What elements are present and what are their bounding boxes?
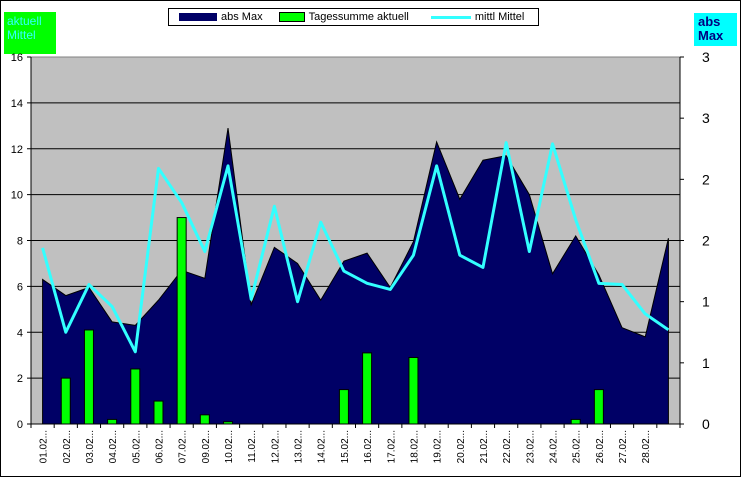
right-axis-tick-label: 2 <box>702 233 710 249</box>
x-axis-tick-label: 07.02... <box>178 430 189 463</box>
bar-tagessumme <box>60 377 71 425</box>
bar-tagessumme <box>176 217 187 425</box>
left-axis-tick-label: 6 <box>17 281 23 293</box>
x-axis-tick-label: 10.02... <box>224 430 235 463</box>
x-axis-tick-label: 19.02... <box>433 430 444 463</box>
x-axis-tick-label: 16.02... <box>363 430 374 463</box>
bar-tagessumme <box>408 356 419 425</box>
legend-item-area: abs Max <box>179 11 263 23</box>
x-axis-tick-label: 06.02... <box>154 430 165 463</box>
x-axis-tick-label: 21.02... <box>479 430 490 463</box>
left-badge: aktuell Mittel <box>4 12 56 54</box>
left-axis-tick-label: 16 <box>11 52 23 64</box>
right-axis-tick-label: 3 <box>702 110 710 126</box>
legend-label-area: abs Max <box>221 11 263 23</box>
bar-tagessumme <box>338 389 349 425</box>
right-axis-tick-label: 3 <box>702 49 710 65</box>
x-axis-tick-label: 15.02... <box>340 430 351 463</box>
x-axis-tick-label: 02.02... <box>62 430 73 463</box>
x-axis-tick-label: 09.02... <box>201 430 212 463</box>
left-axis-tick-label: 14 <box>11 98 23 110</box>
right-axis-tick-label: 0 <box>702 416 710 432</box>
legend-swatch-area <box>179 13 217 21</box>
x-axis-tick-label: 27.02... <box>618 430 629 463</box>
legend-swatch-bar <box>278 12 305 22</box>
x-axis-tick-label: 14.02... <box>317 430 328 463</box>
left-badge-line2: Mittel <box>7 28 36 42</box>
right-axis-tick-label: 1 <box>702 355 710 371</box>
right-axis-tick-label: 2 <box>702 171 710 187</box>
x-axis-tick-label: 26.02... <box>595 430 606 463</box>
right-badge-line1: abs <box>698 14 721 29</box>
x-axis-tick-label: 25.02... <box>572 430 583 463</box>
x-axis-tick-label: 17.02... <box>386 430 397 463</box>
legend: abs Max Tagessumme aktuell mittl Mittel <box>168 8 539 26</box>
legend-label-line: mittl Mittel <box>474 11 525 23</box>
bar-tagessumme <box>153 400 164 425</box>
left-axis-tick-label: 8 <box>17 236 23 248</box>
x-axis-tick-label: 18.02... <box>409 430 420 463</box>
x-axis-tick-label: 12.02... <box>270 430 281 463</box>
x-axis-tick-label: 13.02... <box>294 430 305 463</box>
bar-tagessumme <box>107 418 118 425</box>
bar-tagessumme <box>199 414 210 425</box>
legend-item-bar: Tagessumme aktuell <box>278 11 409 23</box>
bar-tagessumme <box>570 418 581 425</box>
left-axis-tick-label: 12 <box>11 144 23 156</box>
x-axis-tick-label: 03.02... <box>85 430 96 463</box>
right-badge-line2: Max <box>698 28 724 43</box>
x-axis-tick-label: 23.02... <box>525 430 536 463</box>
bar-tagessumme <box>130 368 141 425</box>
x-axis-tick-label: 20.02... <box>456 430 467 463</box>
legend-label-bar: Tagessumme aktuell <box>308 11 409 23</box>
bar-tagessumme <box>83 329 94 425</box>
right-badge: abs Max <box>694 13 737 46</box>
x-axis-tick-label: 22.02... <box>502 430 513 463</box>
x-axis-tick-label: 24.02... <box>549 430 560 463</box>
legend-item-line: mittl Mittel <box>430 11 525 23</box>
x-axis-tick-label: 11.02... <box>247 430 258 463</box>
left-axis-tick-label: 2 <box>17 373 23 385</box>
x-axis-tick-label: 28.02... <box>641 430 652 463</box>
legend-swatch-line <box>430 15 471 19</box>
x-axis-tick-label: 01.02... <box>39 430 50 463</box>
right-axis-tick-label: 1 <box>702 294 710 310</box>
left-axis-tick-label: 0 <box>17 419 23 431</box>
left-axis-tick-label: 4 <box>17 327 23 339</box>
line-series-mittl-mittel <box>41 141 670 354</box>
left-axis-tick-label: 10 <box>11 190 23 202</box>
x-axis-tick-label: 05.02... <box>131 430 142 463</box>
bar-tagessumme <box>362 352 373 425</box>
bar-tagessumme <box>593 389 604 425</box>
left-badge-line1: aktuell <box>7 14 42 28</box>
x-axis-tick-label: 04.02... <box>108 430 119 463</box>
